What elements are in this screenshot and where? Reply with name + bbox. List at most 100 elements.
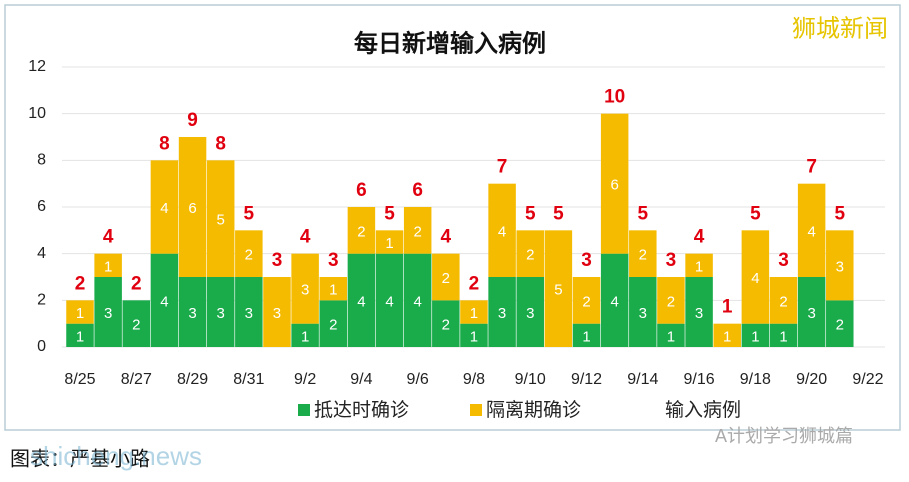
bar-segment [516, 277, 544, 347]
bar-segment [347, 207, 376, 254]
segment-label: 1 [470, 305, 478, 322]
total-label: 2 [75, 273, 86, 294]
segment-label: 4 [414, 293, 422, 310]
legend-label: 抵达时确诊 [314, 399, 409, 421]
segment-label: 4 [357, 293, 365, 310]
bar-segment [685, 253, 713, 277]
total-label: 6 [412, 180, 423, 201]
segment-label: 4 [160, 200, 168, 217]
total-label: 7 [497, 157, 508, 178]
segment-label: 2 [779, 293, 787, 310]
bar-segment [66, 300, 94, 324]
segment-label: 2 [442, 317, 450, 334]
bar-segment [375, 253, 404, 347]
segment-label: 1 [76, 328, 84, 345]
segment-label: 2 [667, 293, 675, 310]
y-tick-label: 0 [37, 338, 46, 355]
site-watermark: shicheng.news [30, 441, 202, 471]
bar-segment [826, 230, 854, 301]
segment-label: 3 [639, 305, 647, 322]
bar-segment [263, 277, 291, 347]
total-label: 5 [553, 203, 564, 224]
bar-segment [319, 277, 348, 301]
chart-frame [4, 4, 901, 431]
bar-segment [657, 277, 685, 324]
x-tick-label: 8/29 [177, 371, 208, 388]
total-label: 5 [525, 203, 536, 224]
total-label: 2 [469, 273, 480, 294]
bar-segment [178, 277, 207, 347]
x-tick-label: 8/27 [121, 371, 152, 388]
segment-label: 1 [104, 258, 112, 275]
x-tick-label: 9/8 [463, 371, 485, 388]
segment-label: 2 [582, 293, 590, 310]
bar-segment [94, 253, 122, 277]
total-label: 3 [778, 250, 789, 271]
bar-segment [713, 323, 741, 347]
chart-title: 每日新增输入病例 [354, 29, 546, 57]
segment-label: 1 [385, 235, 393, 252]
total-label: 6 [356, 180, 367, 201]
segment-label: 2 [526, 247, 534, 264]
total-label: 3 [272, 250, 283, 271]
x-tick-label: 9/16 [684, 371, 715, 388]
total-label: 8 [159, 133, 170, 154]
bar-segment [657, 323, 685, 347]
bar-segment [629, 277, 657, 347]
bar-segment [403, 207, 432, 254]
segment-label: 3 [498, 305, 506, 322]
x-tick-label: 9/2 [294, 371, 316, 388]
watermark: 狮城新闻 [792, 15, 888, 42]
segment-label: 4 [498, 223, 506, 240]
bar-segment [150, 160, 179, 254]
bar-segment [432, 253, 460, 301]
segment-label: 6 [610, 177, 618, 194]
total-label: 4 [103, 227, 114, 248]
bar-segment [432, 300, 460, 347]
total-label: 2 [131, 273, 142, 294]
bar-segment [291, 253, 319, 324]
bar-segment [741, 323, 770, 347]
segment-label: 3 [273, 305, 281, 322]
segment-label: 3 [217, 305, 225, 322]
legend-label: 隔离期确诊 [486, 399, 581, 421]
bar-segment [206, 160, 235, 277]
segment-label: 5 [217, 212, 225, 229]
segment-label: 3 [301, 282, 309, 299]
segment-label: 3 [836, 258, 844, 275]
total-label: 4 [694, 227, 705, 248]
bar-segment [206, 277, 235, 347]
y-tick-label: 10 [28, 105, 46, 122]
total-label: 10 [604, 87, 625, 108]
bar-segment [572, 277, 601, 324]
bar-segment [741, 230, 770, 324]
x-tick-label: 9/12 [571, 371, 602, 388]
legend-swatch [298, 404, 310, 416]
segment-label: 4 [385, 293, 393, 310]
segment-label: 3 [807, 305, 815, 322]
total-label: 3 [581, 250, 592, 271]
account-label: A计划学习狮城篇 [715, 426, 853, 446]
bar-segment [347, 253, 376, 347]
segment-label: 1 [695, 258, 703, 275]
bar-segment [797, 183, 826, 277]
bar-segment [769, 277, 798, 324]
segment-label: 1 [470, 328, 478, 345]
bar-segment [488, 183, 516, 277]
segment-label: 1 [329, 282, 337, 299]
segment-label: 2 [442, 270, 450, 287]
y-tick-label: 8 [37, 152, 46, 169]
segment-label: 1 [723, 328, 731, 345]
segment-label: 1 [779, 328, 787, 345]
bar-segment [600, 253, 629, 347]
bar-segment [572, 323, 601, 347]
bar-segment [235, 230, 263, 277]
x-tick-label: 9/4 [350, 371, 372, 388]
source: 图表：严基小路 [10, 447, 150, 470]
segment-label: 1 [751, 328, 759, 345]
total-label: 3 [328, 250, 339, 271]
bar-segment [66, 323, 94, 347]
segment-label: 4 [807, 223, 815, 240]
y-tick-label: 4 [37, 245, 46, 262]
bar-segment [403, 253, 432, 347]
